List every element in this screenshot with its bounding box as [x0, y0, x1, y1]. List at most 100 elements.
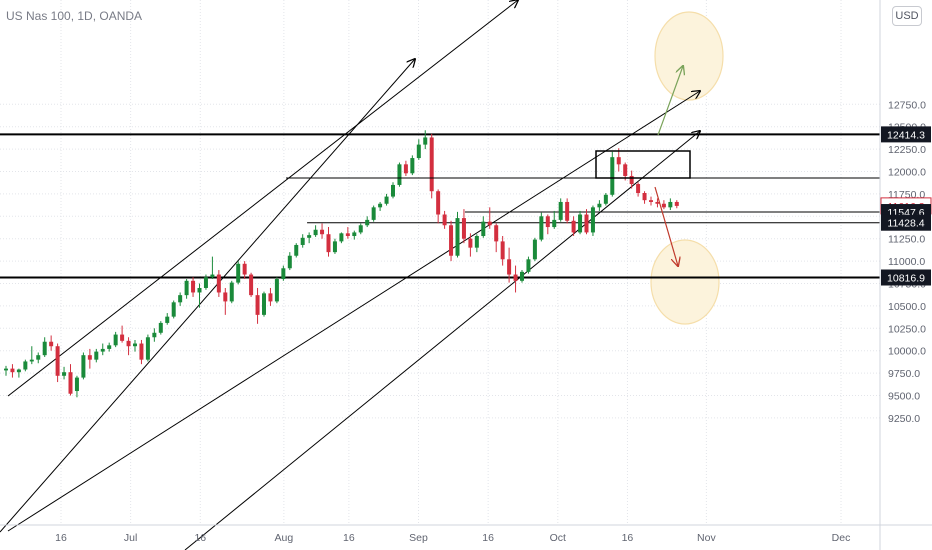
candle-body: [494, 225, 499, 242]
candle-body: [49, 341, 54, 347]
candle-body: [391, 184, 395, 197]
candle-body: [158, 322, 163, 333]
time-tick-label: Aug: [275, 532, 294, 544]
candle-body: [287, 255, 292, 269]
time-tick-label: Nov: [697, 532, 716, 544]
candle-body: [113, 334, 118, 346]
candle-body: [507, 259, 512, 275]
candle-body: [120, 334, 125, 341]
drawing-annotations: [286, 66, 880, 266]
candle-body: [642, 193, 647, 201]
candle-body: [178, 295, 183, 303]
price-tick-label: 10000.0: [888, 346, 926, 358]
candle-body: [307, 235, 312, 238]
price-tag-label: 10816.9: [887, 273, 925, 285]
candle-body: [74, 377, 79, 392]
candle-body: [16, 369, 21, 373]
candle-body: [468, 238, 473, 248]
consolidation-box: [595, 150, 691, 179]
channel-line: [184, 131, 700, 550]
candle-body: [152, 332, 157, 338]
candle-body: [674, 201, 679, 206]
candle-body: [532, 239, 537, 260]
price-tick-label: 9250.0: [888, 413, 920, 425]
candle-body: [513, 274, 518, 281]
candle-body: [29, 359, 34, 362]
time-tick-label: 16: [55, 532, 67, 544]
candle-body: [294, 244, 299, 256]
target-ellipse: [650, 239, 720, 325]
candle-body: [449, 225, 454, 256]
candle-body: [274, 279, 279, 302]
candle-body: [223, 292, 228, 302]
candle-body: [423, 137, 428, 145]
candle-body: [139, 343, 144, 360]
channel-line: [7, 0, 518, 397]
candle-body: [636, 184, 641, 194]
channel-line: [7, 91, 700, 532]
candle-body: [352, 232, 357, 237]
candle-body: [668, 201, 673, 208]
candle-body: [629, 175, 634, 185]
candle-body: [23, 361, 28, 370]
candle-body: [332, 241, 337, 253]
price-tag: [881, 214, 931, 231]
currency-button[interactable]: USD: [892, 6, 922, 26]
time-axis[interactable]: 16 Jul 16 Aug 16 Sep 16 Oct 16 Nov Dec: [0, 524, 932, 544]
candle-body: [191, 280, 196, 293]
candle-body: [300, 237, 305, 245]
candle-body: [229, 282, 234, 302]
price-tags: 12414.311616.306:13:4011547.611428.41081…: [880, 126, 932, 286]
time-tick-label: Sep: [409, 532, 428, 544]
chart-grid: [0, 0, 880, 525]
candle-body: [249, 274, 254, 296]
candle-body: [526, 259, 531, 272]
candle-body: [649, 200, 653, 202]
candle-body: [487, 221, 492, 226]
candle-body: [236, 263, 241, 283]
candle-body: [165, 316, 170, 323]
candlestick-series: [4, 130, 679, 398]
time-tick-label: 16: [343, 532, 355, 544]
trend-channels: [0, 0, 700, 550]
candle-body: [42, 341, 47, 356]
candle-body: [623, 164, 628, 176]
candle-body: [87, 355, 92, 360]
candle-body: [171, 302, 176, 317]
candle-body: [107, 345, 112, 349]
candle-body: [578, 214, 583, 233]
candle-body: [55, 346, 60, 376]
candle-body: [313, 229, 318, 236]
candle-body: [590, 207, 595, 233]
candle-body: [255, 295, 260, 315]
candle-body: [262, 293, 266, 315]
candle-body: [268, 293, 273, 302]
candle-body: [378, 203, 383, 208]
candle-body: [100, 348, 105, 352]
target-zones: [650, 11, 724, 325]
candle-body: [481, 221, 486, 237]
candle-body: [145, 337, 150, 360]
candle-body: [126, 340, 131, 347]
bearish-arrow: [654, 186, 678, 266]
price-tag: [881, 126, 931, 143]
candle-body: [500, 241, 505, 260]
candle-body: [552, 219, 557, 228]
candle-body: [62, 372, 67, 376]
candle-body: [474, 236, 479, 248]
price-tag: [881, 269, 931, 286]
candle-body: [203, 277, 208, 288]
candle-body: [403, 164, 408, 174]
price-tick-label: 11250.0: [888, 234, 925, 246]
candle-body: [539, 216, 544, 240]
channel-line: [0, 59, 415, 533]
candle-body: [36, 355, 41, 360]
candle-body: [320, 229, 325, 235]
candle-body: [571, 220, 576, 233]
candle-body: [429, 137, 434, 192]
candle-body: [68, 372, 73, 394]
candle-body: [133, 343, 137, 347]
bullish-arrow: [657, 66, 683, 136]
price-tick-label: 12750.0: [888, 99, 926, 111]
